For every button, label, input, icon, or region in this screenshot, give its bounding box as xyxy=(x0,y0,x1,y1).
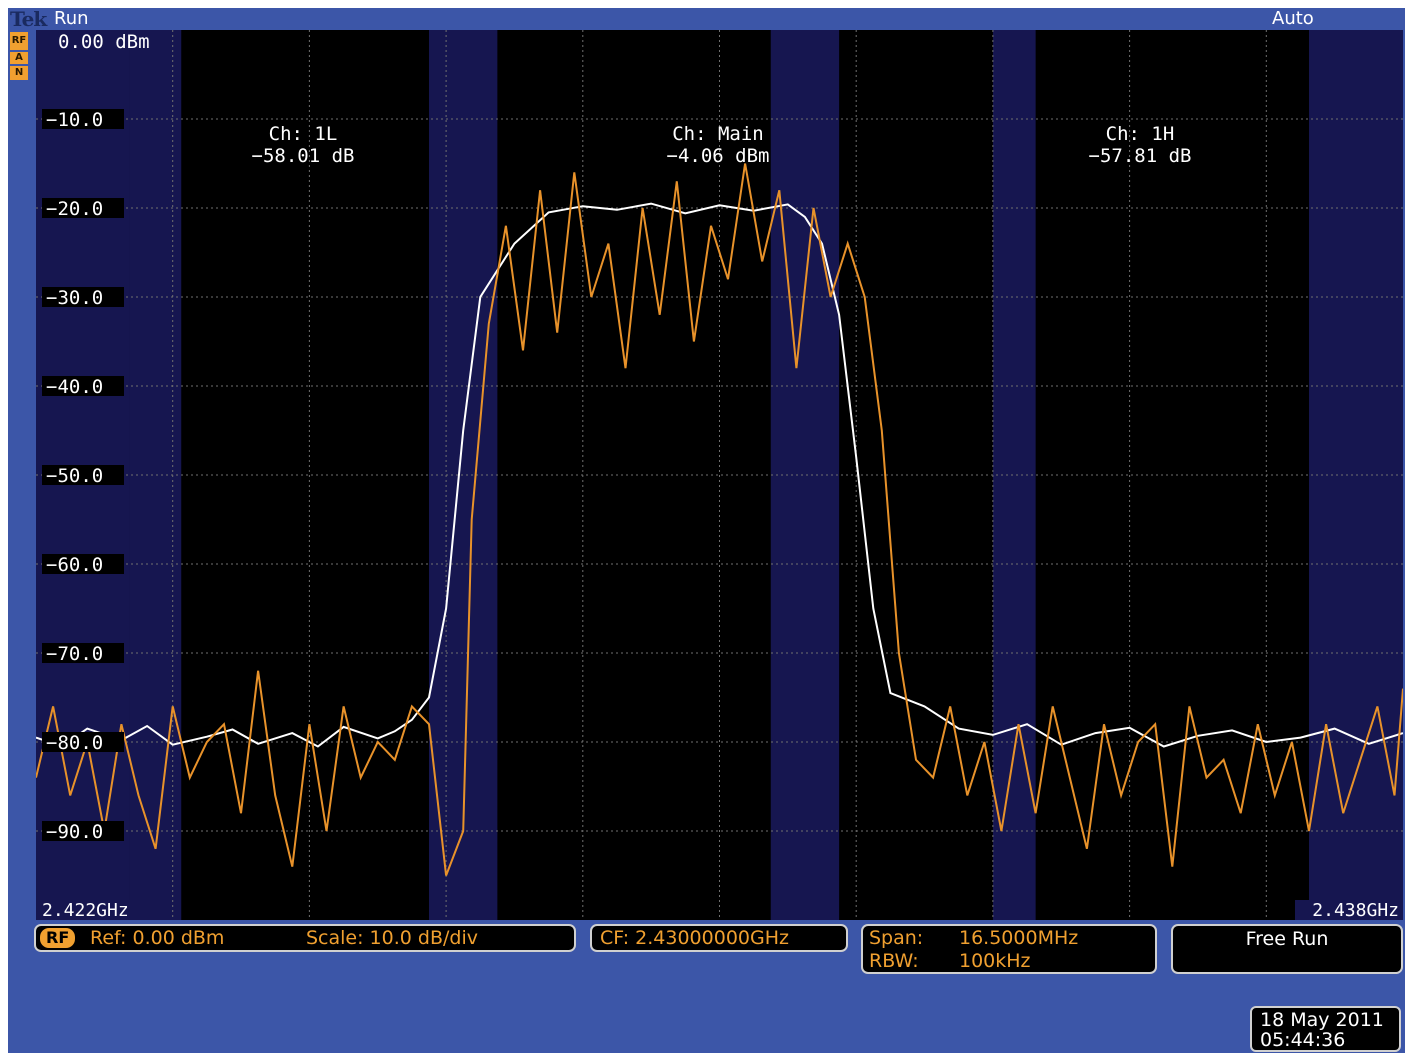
channel-main-name: Ch: Main xyxy=(672,123,764,145)
stop-freq-label: 2.438GHz xyxy=(1312,900,1399,920)
brand-logo: Tek xyxy=(10,7,47,31)
channel-main-value: −4.06 dBm xyxy=(667,145,770,167)
rbw-label: RBW: xyxy=(869,950,919,972)
rbw-value: 100kHz xyxy=(959,950,1031,972)
acquisition-state[interactable]: Run xyxy=(54,8,89,29)
y-tick-label: −40.0 xyxy=(46,376,103,398)
y-tick-label: −20.0 xyxy=(46,198,103,220)
y-tick-bg xyxy=(42,465,124,485)
trigger-mode-value: Free Run xyxy=(1245,928,1329,950)
detector-badge: N xyxy=(10,66,28,80)
y-tick-label: −10.0 xyxy=(46,109,103,131)
spectrum-plot[interactable]: 0.00 dBm −10.0−20.0−30.0−40.0−50.0−60.0−… xyxy=(36,30,1403,920)
ref-scale-readout[interactable]: RF Ref: 0.00 dBm Scale: 10.0 dB/div xyxy=(34,924,576,952)
y-tick-label: −50.0 xyxy=(46,465,103,487)
y-tick-bg xyxy=(42,376,124,396)
span-rbw-readout[interactable]: Span: 16.5000MHz RBW: 100kHz xyxy=(861,924,1157,974)
time-value: 05:44:36 xyxy=(1260,1029,1346,1051)
channel-1l-value: −58.01 dB xyxy=(252,145,355,167)
center-freq-value: CF: 2.43000000GHz xyxy=(600,927,789,949)
y-tick-label: −30.0 xyxy=(46,287,103,309)
y-tick-label: −60.0 xyxy=(46,554,103,576)
span-value: 16.5000MHz xyxy=(959,927,1079,949)
channel-1h-name: Ch: 1H xyxy=(1106,123,1175,145)
y-tick-bg xyxy=(42,198,124,218)
channel-1l-name: Ch: 1L xyxy=(269,123,338,145)
y-axis-labels: −10.0 −20.0 −30.0 −40.0 −50.0 −60.0 −70.0 −80.0… xyxy=(42,109,124,843)
instrument-screen: Tek Run Auto RF A N 0.00 dBm −10.0 −20.0−… xyxy=(8,7,1405,1053)
start-freq-bg xyxy=(36,900,154,920)
date-value: 18 May 2011 xyxy=(1260,1009,1384,1031)
y-tick-bg xyxy=(42,287,124,307)
orange-trace xyxy=(36,163,1403,876)
rf-readout-badge: RF xyxy=(40,928,76,948)
top-status-bar: Tek Run Auto xyxy=(8,7,1405,31)
white-trace xyxy=(36,202,1403,748)
y-tick-bg xyxy=(42,643,124,663)
trigger-mode[interactable]: Auto xyxy=(1272,8,1314,29)
traces xyxy=(36,163,1403,876)
scale-readout: Scale: 10.0 dB/div xyxy=(306,927,478,949)
channel-band-3 xyxy=(992,30,1036,920)
acq-mode-badge: A xyxy=(10,52,28,64)
ref-level-readout: Ref: 0.00 dBm xyxy=(90,927,225,949)
y-tick-label: −90.0 xyxy=(46,821,103,843)
y-tick-bg xyxy=(42,821,124,841)
y-tick-label: −80.0 xyxy=(46,732,103,754)
center-freq-readout[interactable]: CF: 2.43000000GHz xyxy=(590,924,848,952)
y-tick-bg xyxy=(42,554,124,574)
y-tick-bg xyxy=(42,732,124,752)
ref-level-label: 0.00 dBm xyxy=(58,31,150,53)
rf-channel-badge: RF xyxy=(10,32,28,50)
stop-freq-bg xyxy=(1295,900,1403,920)
channel-band-1 xyxy=(429,30,498,920)
trigger-readout[interactable]: Free Run xyxy=(1171,924,1403,974)
span-label: Span: xyxy=(869,927,924,949)
channel-1h-value: −57.81 dB xyxy=(1089,145,1192,167)
datetime-display: 18 May 2011 05:44:36 xyxy=(1250,1006,1401,1052)
y-tick-label: −70.0 xyxy=(46,643,103,665)
y-tick-bg xyxy=(42,109,124,129)
start-freq-label: 2.422GHz xyxy=(42,900,129,920)
